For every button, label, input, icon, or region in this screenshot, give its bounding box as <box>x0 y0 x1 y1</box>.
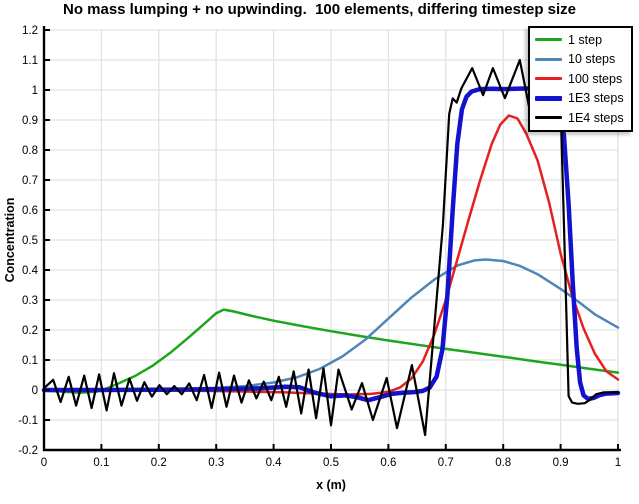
legend-item-label: 100 steps <box>568 71 623 86</box>
x-axis-label: x (m) <box>316 478 346 492</box>
x-tick-label: 0.7 <box>438 457 454 469</box>
legend-line-swatch <box>535 57 562 61</box>
y-tick-label: -0.1 <box>18 415 38 427</box>
x-tick-label: 0.8 <box>495 457 511 469</box>
chart-title: No mass lumping + no upwinding. 100 elem… <box>62 1 576 18</box>
y-tick-label: 1.1 <box>22 55 38 67</box>
legend-line-swatch <box>535 77 562 81</box>
y-tick-label: 0.2 <box>22 325 38 337</box>
x-tick-label: 0.1 <box>93 457 109 469</box>
y-tick-label: 0.8 <box>22 145 38 157</box>
y-tick-label: 0.9 <box>22 115 38 127</box>
legend-item-1-step: 1 step <box>535 30 624 50</box>
legend: 1 step 10 steps 100 steps 1E3 steps 1E4 … <box>528 26 633 132</box>
y-tick-label: 1 <box>32 85 38 97</box>
x-tick-label: 0.5 <box>323 457 339 469</box>
x-tick-label: 0.9 <box>553 457 569 469</box>
legend-line-swatch <box>535 95 562 101</box>
legend-item-label: 1 step <box>568 32 603 47</box>
x-tick-label: 0.6 <box>380 457 396 469</box>
legend-line-swatch <box>535 38 562 42</box>
y-tick-label: 0.1 <box>22 355 38 367</box>
x-tick-label: 0.2 <box>151 457 167 469</box>
legend-item-100-steps: 100 steps <box>535 69 624 89</box>
y-tick-label: 0 <box>32 385 38 397</box>
legend-item-1E3-steps: 1E3 steps <box>535 89 624 109</box>
y-tick-label: 0.5 <box>22 235 38 247</box>
legend-item-1E4-steps: 1E4 steps <box>535 108 624 128</box>
y-tick-label: 1.2 <box>22 25 38 37</box>
x-tick-label: 0 <box>41 457 47 469</box>
y-tick-label: 0.7 <box>22 175 38 187</box>
legend-item-10-steps: 10 steps <box>535 50 624 70</box>
legend-item-label: 1E3 steps <box>568 91 624 106</box>
y-tick-label: -0.2 <box>18 445 38 457</box>
y-tick-label: 0.6 <box>22 205 38 217</box>
series-line-1E3-steps <box>41 85 621 403</box>
x-tick-label: 0.4 <box>266 457 283 469</box>
y-axis-label: Concentration <box>3 197 17 283</box>
y-tick-label: 0.4 <box>22 265 39 277</box>
x-tick-label: 0.3 <box>208 457 224 469</box>
x-tick-label: 1 <box>615 457 621 469</box>
legend-item-label: 10 steps <box>568 52 616 67</box>
y-tick-label: 0.3 <box>22 295 38 307</box>
legend-line-swatch <box>535 116 562 120</box>
legend-item-label: 1E4 steps <box>568 110 624 125</box>
